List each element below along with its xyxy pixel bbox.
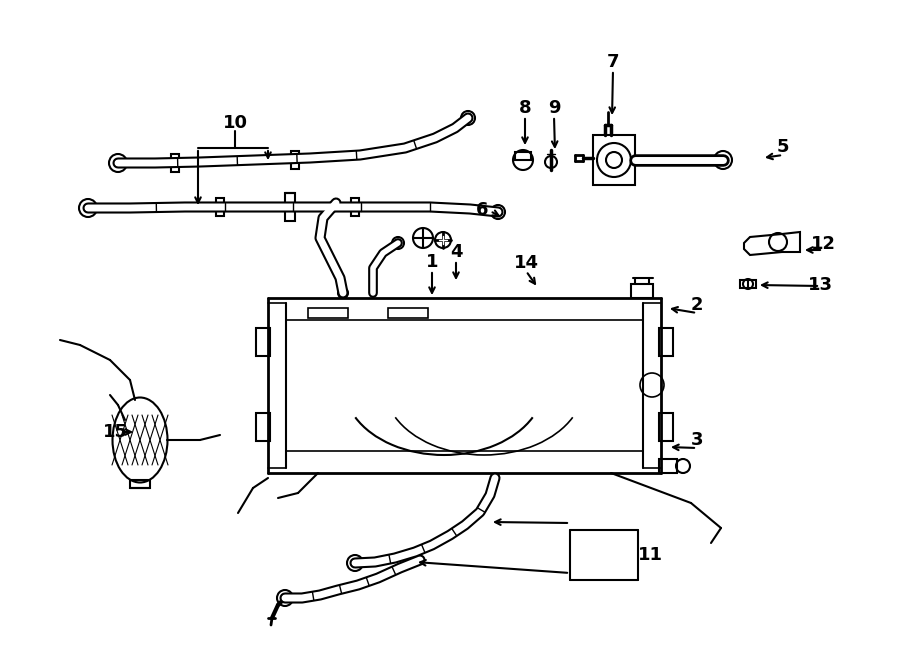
- Text: 6: 6: [476, 201, 488, 219]
- Text: 14: 14: [514, 254, 538, 272]
- Bar: [351, 198, 359, 216]
- Text: 7: 7: [607, 53, 619, 71]
- Bar: [659, 459, 677, 473]
- Bar: [291, 151, 299, 169]
- Bar: [171, 154, 179, 172]
- Bar: [308, 308, 348, 318]
- Bar: [659, 328, 673, 356]
- Text: 12: 12: [811, 235, 835, 253]
- Bar: [285, 193, 295, 221]
- Text: 9: 9: [548, 99, 560, 117]
- Text: 13: 13: [807, 276, 833, 294]
- Text: 10: 10: [222, 114, 248, 132]
- Text: 4: 4: [450, 243, 463, 261]
- Text: 5: 5: [777, 138, 789, 156]
- Text: 15: 15: [103, 423, 128, 441]
- Text: 1: 1: [426, 253, 438, 271]
- Text: 8: 8: [518, 99, 531, 117]
- Text: 2: 2: [691, 296, 703, 314]
- Bar: [216, 198, 224, 216]
- Bar: [593, 135, 635, 185]
- Bar: [130, 480, 150, 488]
- Text: 11: 11: [637, 546, 662, 564]
- Bar: [631, 284, 653, 298]
- Bar: [515, 152, 531, 160]
- Bar: [256, 413, 270, 441]
- Bar: [659, 413, 673, 441]
- Text: 3: 3: [691, 431, 703, 449]
- Bar: [388, 308, 428, 318]
- Bar: [740, 280, 756, 288]
- Bar: [256, 328, 270, 356]
